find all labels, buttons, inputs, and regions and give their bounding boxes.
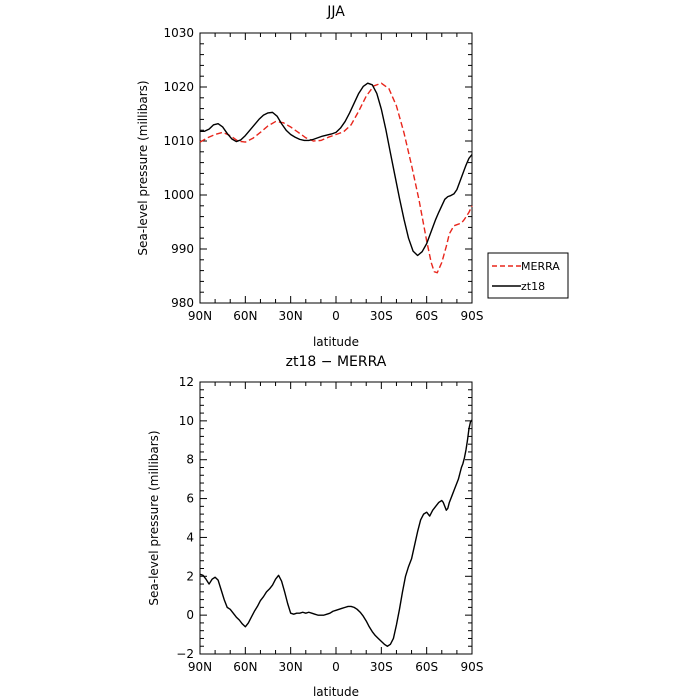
bottom-panel: zt18 − MERRA 90N 60N 30N 0 30S 60S 90S −2 0 2 4 6 8…	[147, 354, 483, 699]
bottom-chart-title: zt18 − MERRA	[286, 354, 387, 370]
legend-box	[487, 252, 569, 299]
bottom-y-tick-label: 0	[186, 608, 194, 622]
bottom-series-lines	[199, 419, 473, 647]
bottom-x-axis-label: latitude	[313, 685, 359, 699]
top-x-axis-label: latitude	[313, 335, 359, 349]
legend-zt18-label: zt18	[521, 280, 545, 293]
bottom-x-tick-label: 0	[332, 660, 340, 674]
top-series-lines	[199, 82, 473, 274]
top-x-tick-labels: 90N 60N 30N 0 30S 60S 90S	[188, 309, 484, 323]
top-y-tick-label: 990	[171, 242, 194, 256]
top-y-tick-label: 980	[171, 296, 194, 310]
top-y-tick-labels: 980 990 1000 1010 1020 1030	[163, 26, 194, 310]
top-x-tick-label: 30N	[279, 309, 303, 323]
bottom-y-tick-label: 6	[186, 492, 194, 506]
top-y-tick-label: 1030	[163, 26, 194, 40]
top-plot-ticks	[199, 32, 473, 304]
top-series-line-zt18	[200, 82, 473, 257]
top-x-tick-label: 90S	[461, 309, 484, 323]
bottom-y-axis-label: Sea-level pressure (millibars)	[147, 430, 161, 605]
top-series-line-merra	[199, 82, 473, 274]
top-y-tick-label: 1020	[163, 80, 194, 94]
top-y-tick-label: 1010	[163, 134, 194, 148]
bottom-y-tick-label: 10	[179, 414, 194, 428]
bottom-x-tick-label: 60S	[415, 660, 438, 674]
top-x-tick-label: 0	[332, 309, 340, 323]
top-y-axis-label: Sea-level pressure (millibars)	[136, 80, 150, 255]
bottom-plot-ticks	[199, 381, 473, 655]
bottom-x-tick-label: 60N	[233, 660, 257, 674]
bottom-y-tick-label: 8	[186, 453, 194, 467]
top-chart-title: JJA	[326, 4, 345, 20]
legend-merra-label: MERRA	[521, 260, 560, 273]
bottom-y-tick-label: −2	[176, 647, 194, 661]
bottom-y-tick-label: 2	[186, 569, 194, 583]
top-x-tick-label: 90N	[188, 309, 212, 323]
bottom-series-line-difference	[199, 419, 473, 647]
top-panel: JJA 90N 60N 30N 0 30S 60S 90S 980 990 1000 1010 10…	[136, 4, 569, 349]
bottom-x-tick-label: 30S	[370, 660, 393, 674]
bottom-x-tick-labels: 90N 60N 30N 0 30S 60S 90S	[188, 660, 484, 674]
bottom-y-tick-label: 4	[186, 530, 194, 544]
bottom-x-tick-label: 30N	[279, 660, 303, 674]
top-x-tick-label: 60N	[233, 309, 257, 323]
legend: MERRA zt18	[487, 252, 569, 299]
top-y-tick-label: 1000	[163, 188, 194, 202]
bottom-x-tick-label: 90S	[461, 660, 484, 674]
top-plot-frame	[199, 32, 473, 304]
bottom-plot-frame	[199, 381, 473, 655]
bottom-y-tick-label: 12	[179, 375, 194, 389]
bottom-x-tick-label: 90N	[188, 660, 212, 674]
bottom-y-tick-labels: −2 0 2 4 6 8 10 12	[176, 375, 194, 661]
top-x-tick-label: 30S	[370, 309, 393, 323]
top-x-tick-label: 60S	[415, 309, 438, 323]
